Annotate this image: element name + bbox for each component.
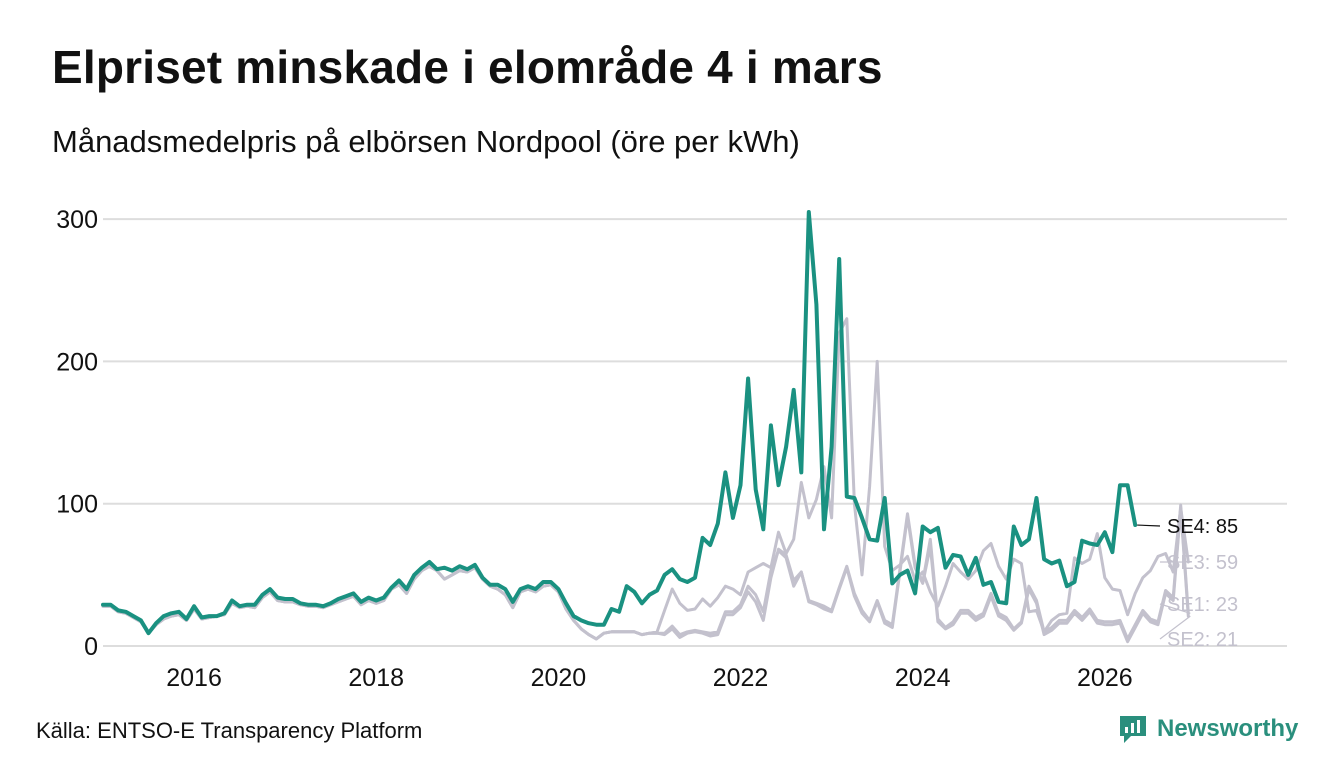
label-connector-se2	[1159, 615, 1191, 640]
y-tick-label: 300	[56, 206, 98, 234]
x-tick-label: 2016	[166, 664, 222, 692]
series-label-se3: SE3: 59	[1167, 552, 1238, 574]
chart-title: Elpriset minskade i elområde 4 i mars	[52, 41, 883, 93]
series-layer	[101, 210, 1190, 644]
x-tick-label: 2026	[1077, 664, 1133, 692]
label-connector-se1	[1159, 603, 1191, 614]
label-connector-se4	[1137, 524, 1161, 527]
series-label-se2: SE2: 21	[1167, 629, 1238, 651]
grid-layer	[103, 218, 1287, 647]
newsworthy-logo[interactable]: Newsworthy	[1117, 713, 1298, 745]
x-tick-label: 2020	[531, 664, 587, 692]
label-layer: SE2: 21 SE1: 23 SE3: 59 SE4: 85	[1137, 516, 1238, 651]
y-tick-label: 100	[56, 491, 98, 519]
series-line-se4	[101, 210, 1138, 636]
series-line-se1	[101, 503, 1190, 641]
y-tick-label: 200	[56, 348, 98, 376]
x-tick-label: 2022	[713, 664, 769, 692]
series-label-se4: SE4: 85	[1167, 516, 1238, 538]
chart-subtitle: Månadsmedelpris på elbörsen Nordpool (ör…	[52, 124, 800, 159]
x-tick-label: 2024	[895, 664, 951, 692]
series-line-se2	[101, 506, 1190, 644]
x-tick-label: 2018	[348, 664, 404, 692]
newsworthy-icon	[1120, 716, 1146, 743]
series-label-se1: SE1: 23	[1167, 594, 1238, 616]
source-note: Källa: ENTSO-E Transparency Platform	[36, 718, 423, 743]
y-tick-label: 0	[84, 633, 98, 661]
axis-layer: 0 100 200 300 2016 2018 2020 2022 2024 2026	[56, 206, 1132, 692]
brand-name: Newsworthy	[1157, 715, 1299, 742]
